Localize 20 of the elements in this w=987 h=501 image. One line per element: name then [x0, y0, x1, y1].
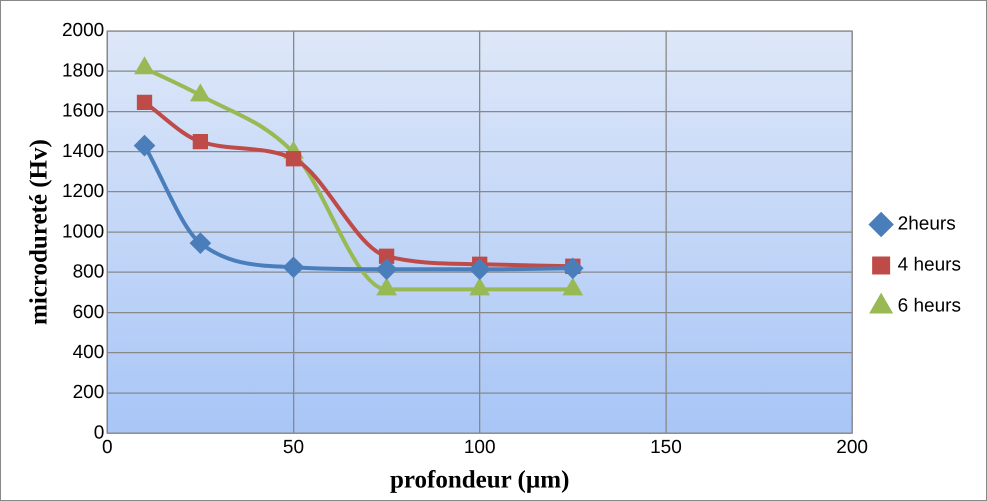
legend-label: 6 heurs — [898, 296, 961, 317]
x-tick-label: 200 — [836, 436, 868, 458]
x-tick-label: 150 — [650, 436, 682, 458]
y-axis-title: microdureté (Hv) — [25, 139, 52, 326]
y-tick-label: 200 — [72, 382, 104, 404]
y-tick-label: 1400 — [62, 140, 104, 162]
y-tick-label: 1000 — [62, 221, 104, 242]
x-axis-title: profondeur (µm) — [390, 466, 570, 494]
y-tick-label: 800 — [72, 262, 104, 283]
y-tick-label: 2000 — [62, 20, 104, 42]
y-tick-label: 1600 — [62, 100, 104, 122]
legend-label: 4 heurs — [898, 254, 961, 276]
y-tick-label: 1800 — [62, 60, 104, 82]
legend-label: 2heurs — [898, 214, 956, 235]
y-tick-label: 600 — [72, 302, 104, 323]
y-tick-label: 400 — [72, 342, 104, 363]
y-tick-label: 1200 — [62, 181, 104, 202]
y-tick-label: 0 — [94, 422, 104, 444]
x-tick-label: 50 — [282, 436, 304, 458]
x-tick-label: 100 — [464, 436, 496, 458]
